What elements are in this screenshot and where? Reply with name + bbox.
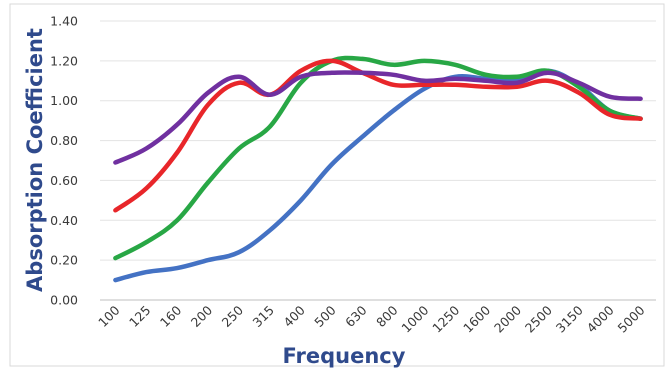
y-axis-title: Absorption Coefficient	[23, 28, 47, 292]
series-line-4	[113, 70, 643, 165]
y-tick-label: 1.00	[50, 93, 78, 108]
series-line-3	[113, 58, 643, 213]
gridlines	[100, 20, 656, 301]
series-lines	[113, 55, 643, 283]
y-tick-label: 0.60	[50, 173, 78, 188]
y-tick-label: 0.00	[50, 293, 78, 308]
y-tick-label: 0.20	[50, 253, 78, 268]
y-tick-label: 1.20	[50, 53, 78, 68]
y-tick-label: 1.40	[50, 14, 78, 29]
y-tick-label: 0.40	[50, 213, 78, 228]
y-tick-label: 0.80	[50, 133, 78, 148]
x-axis-title: Frequency	[283, 344, 406, 368]
y-axis-ticks: 0.00 0.20 0.40 0.60 0.80 1.00 1.20 1.40	[50, 14, 78, 308]
chart-border	[9, 3, 665, 367]
